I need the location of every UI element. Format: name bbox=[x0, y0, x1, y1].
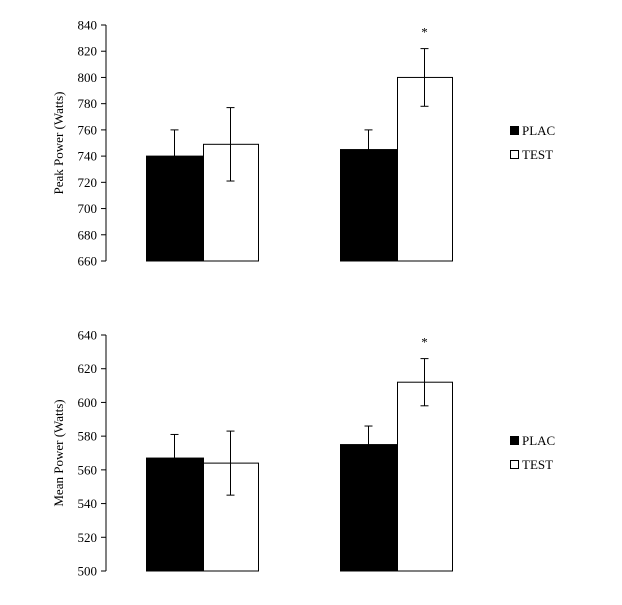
y-tick-label: 760 bbox=[78, 122, 98, 137]
y-tick-label: 840 bbox=[78, 18, 98, 33]
y-tick-label: 560 bbox=[78, 462, 98, 477]
y-tick-label: 600 bbox=[78, 395, 98, 410]
legend-label-plac: PLAC bbox=[522, 123, 555, 138]
legend-label-plac: PLAC bbox=[522, 433, 555, 448]
bar-plac-group-2 bbox=[340, 444, 398, 572]
y-tick-label: 680 bbox=[78, 227, 98, 242]
chart-2: 500 520 540 560 580 600 620 640 Mean Power (Watt… bbox=[51, 328, 555, 579]
significance-marker: * bbox=[421, 25, 428, 40]
legend-swatch-plac bbox=[510, 436, 519, 445]
significance-marker: * bbox=[421, 335, 428, 350]
y-tick-label: 540 bbox=[78, 496, 98, 511]
y-tick-label: 520 bbox=[78, 530, 98, 545]
legend-label-test: TEST bbox=[522, 457, 553, 472]
y-tick-label: 640 bbox=[78, 328, 98, 343]
bar-test-group-2 bbox=[397, 76, 453, 262]
bar-test-group-1 bbox=[203, 462, 259, 572]
y-axis-label: Mean Power (Watts) bbox=[51, 399, 66, 506]
y-axis-label: Peak Power (Watts) bbox=[51, 92, 66, 195]
y-tick-label: 660 bbox=[78, 254, 98, 269]
legend-label-test: TEST bbox=[522, 147, 553, 162]
y-tick-label: 620 bbox=[78, 361, 98, 376]
y-tick-label: 820 bbox=[78, 44, 98, 59]
y-tick-label: 700 bbox=[78, 201, 98, 216]
y-tick-label: 580 bbox=[78, 429, 98, 444]
legend-swatch-plac bbox=[510, 126, 519, 135]
y-tick-label: 740 bbox=[78, 149, 98, 164]
y-tick-label: 720 bbox=[78, 175, 98, 190]
chart-1: 660 680 700 720 740 760 780 800 820 840 Peak Power… bbox=[51, 18, 555, 269]
y-tick-label: 780 bbox=[78, 96, 98, 111]
legend-swatch-test bbox=[510, 460, 519, 469]
y-tick-label: 500 bbox=[78, 564, 98, 579]
bar-test-group-2 bbox=[397, 381, 453, 572]
y-tick-label: 800 bbox=[78, 70, 98, 85]
legend-swatch-test bbox=[510, 150, 519, 159]
